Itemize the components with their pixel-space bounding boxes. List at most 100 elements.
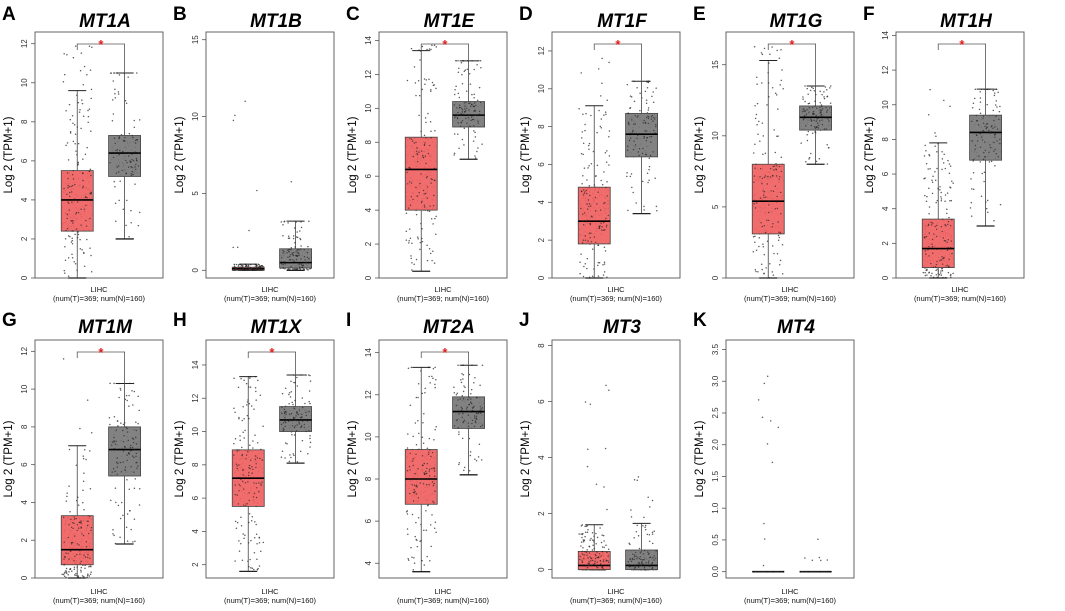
data-point: [631, 119, 633, 121]
data-point: [475, 412, 478, 414]
data-point: [972, 188, 975, 191]
data-point: [753, 203, 755, 205]
data-point: [776, 49, 778, 52]
data-point: [809, 89, 812, 92]
data-point: [73, 568, 76, 571]
data-point: [239, 439, 241, 442]
box-tumor: [921, 88, 955, 279]
data-point: [79, 109, 81, 111]
data-point: [458, 462, 461, 464]
data-point: [294, 425, 296, 427]
data-point: [415, 150, 418, 152]
data-point: [604, 202, 606, 204]
data-point: [474, 417, 476, 419]
data-point: [135, 443, 138, 445]
data-point: [291, 252, 293, 254]
data-point: [643, 137, 645, 139]
data-point: [581, 550, 584, 553]
data-point: [296, 461, 299, 463]
data-point: [72, 230, 74, 232]
data-point: [427, 453, 430, 455]
data-point: [300, 419, 303, 422]
data-point: [644, 130, 646, 132]
data-point: [463, 102, 466, 104]
data-point: [469, 125, 471, 128]
data-point: [780, 170, 782, 173]
data-point: [243, 418, 245, 420]
data-point: [240, 478, 242, 481]
data-point: [479, 60, 482, 62]
data-point: [982, 158, 985, 161]
data-point: [70, 220, 72, 222]
data-point: [767, 175, 769, 178]
data-point: [605, 186, 607, 189]
data-point: [931, 238, 934, 241]
data-point: [925, 236, 928, 238]
y-tick-label: 0: [537, 275, 546, 280]
data-point: [769, 53, 771, 55]
data-point: [633, 536, 635, 539]
data-point: [581, 536, 583, 539]
data-point: [309, 434, 311, 437]
data-point: [947, 221, 950, 223]
data-point: [86, 399, 89, 401]
data-point: [638, 547, 641, 550]
data-point: [406, 171, 408, 174]
data-point: [88, 565, 90, 568]
data-point: [597, 275, 600, 277]
data-point: [292, 235, 295, 237]
data-point: [648, 565, 651, 568]
data-point: [416, 236, 419, 238]
data-point: [814, 571, 816, 573]
data-point: [293, 406, 295, 408]
data-point: [608, 389, 610, 392]
data-point: [240, 264, 243, 266]
data-point: [434, 366, 436, 369]
data-point: [132, 541, 134, 543]
data-point: [939, 188, 941, 191]
data-point: [89, 247, 91, 249]
data-point: [122, 461, 125, 463]
data-point: [603, 114, 605, 116]
data-point: [774, 185, 777, 187]
data-point: [985, 127, 987, 130]
data-point: [925, 162, 928, 165]
data-point: [994, 126, 996, 128]
data-point: [936, 224, 938, 227]
data-point: [923, 177, 925, 180]
data-point: [764, 152, 767, 155]
data-point: [627, 561, 630, 563]
data-point: [603, 171, 605, 173]
data-point: [296, 254, 298, 256]
data-point: [820, 114, 822, 117]
data-point: [807, 102, 810, 105]
data-point: [780, 156, 783, 159]
data-point: [412, 500, 415, 502]
panel-letter: H: [173, 310, 187, 331]
data-point: [759, 197, 762, 199]
data-point: [118, 171, 120, 173]
data-point: [282, 430, 284, 432]
data-point: [754, 241, 756, 243]
data-point: [637, 476, 640, 478]
sample-note: (num(T)=369; num(N)=160): [53, 294, 146, 303]
data-point: [479, 384, 481, 386]
data-point: [480, 408, 482, 410]
data-point: [587, 528, 589, 531]
y-tick-label: 4: [537, 200, 546, 205]
data-point: [468, 403, 470, 406]
data-point: [984, 141, 986, 143]
data-point: [761, 177, 764, 180]
data-point: [242, 264, 244, 267]
data-point: [581, 561, 584, 564]
data-point: [947, 159, 949, 162]
gene-title: MT2A: [423, 317, 475, 338]
y-tick-label: 8: [364, 140, 373, 145]
data-point: [124, 99, 127, 102]
data-point: [936, 260, 938, 263]
data-point: [821, 119, 823, 121]
data-point: [234, 267, 236, 269]
data-point: [87, 520, 90, 522]
data-point: [763, 176, 766, 178]
